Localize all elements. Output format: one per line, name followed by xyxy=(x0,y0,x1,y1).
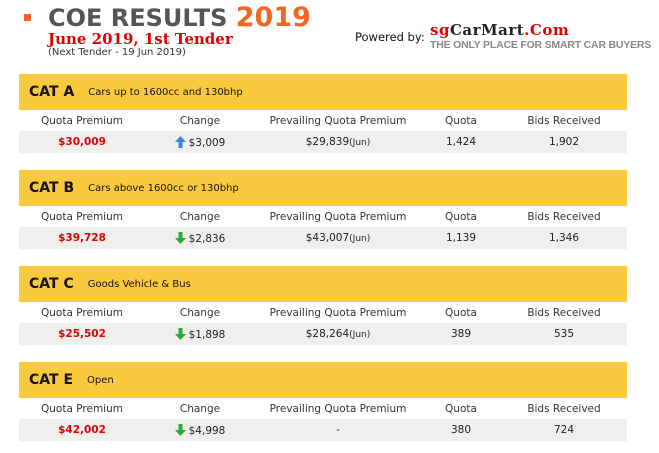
col-prevailing: Prevailing Quota Premium xyxy=(269,210,407,223)
col-quota: Quota xyxy=(445,402,477,415)
tender-subtitle: June 2019, 1st Tender xyxy=(48,30,233,48)
quota-value: 389 xyxy=(450,328,472,340)
change-value: $2,836 xyxy=(188,232,226,245)
category-name: CAT E xyxy=(29,372,74,388)
logo-brand-prefix: sg xyxy=(430,21,450,39)
arrow-down-icon xyxy=(174,327,186,340)
quota-premium-value: $30,009 xyxy=(58,136,106,148)
bids-value: 1,902 xyxy=(548,136,580,148)
powered-by-label: Powered by: xyxy=(355,30,425,44)
col-bids: Bids Received xyxy=(527,210,601,223)
arrow-down-icon xyxy=(174,231,186,244)
bids-value: 535 xyxy=(553,328,575,340)
quota-premium-value: $39,728 xyxy=(58,232,106,244)
change-cell: $1,898 xyxy=(145,327,255,341)
column-header-row: Quota Premium Change Prevailing Quota Pr… xyxy=(19,206,627,227)
category-header: CAT B Cars above 1600cc or 130bhp xyxy=(19,170,627,206)
category-name: CAT C xyxy=(29,276,74,292)
col-bids: Bids Received xyxy=(527,114,601,127)
prevailing-value: $28,264 xyxy=(305,328,350,340)
quota-premium-value: $42,002 xyxy=(58,424,106,436)
change-value: $4,998 xyxy=(188,424,226,437)
category-card: CAT E Open Quota Premium Change Prevaili… xyxy=(19,362,627,441)
prevailing-month: (Jun) xyxy=(349,138,371,148)
page-title-year: 2019 xyxy=(235,2,311,33)
category-card: CAT C Goods Vehicle & Bus Quota Premium … xyxy=(19,266,627,345)
column-header-row: Quota Premium Change Prevailing Quota Pr… xyxy=(19,110,627,131)
prevailing-cell: $28,264(Jun) xyxy=(255,328,421,340)
category-header: CAT E Open xyxy=(19,362,627,398)
logo-brand-main: CarMart xyxy=(449,21,525,39)
values-row: $25,502 $1,898 $28,264(Jun) 389 535 xyxy=(19,323,627,345)
page-title: COE RESULTS 2019 xyxy=(48,2,311,33)
quota-value: 380 xyxy=(450,424,472,436)
change-value: $3,009 xyxy=(188,136,226,149)
arrow-up-icon xyxy=(174,135,186,148)
prevailing-value: - xyxy=(336,424,340,436)
col-change: Change xyxy=(179,402,221,415)
category-name: CAT B xyxy=(29,180,75,196)
quota-value: 1,424 xyxy=(445,136,477,148)
prevailing-cell: - xyxy=(255,424,421,436)
prevailing-month: (Jun) xyxy=(349,330,371,340)
logo-tagline: THE ONLY PLACE FOR SMART CAR BUYERS xyxy=(430,39,652,51)
col-change: Change xyxy=(179,210,221,223)
quota-value: 1,139 xyxy=(445,232,477,244)
prevailing-cell: $43,007(Jun) xyxy=(255,232,421,244)
column-header-row: Quota Premium Change Prevailing Quota Pr… xyxy=(19,302,627,323)
col-bids: Bids Received xyxy=(527,402,601,415)
logo-brand: sgCarMart.Com xyxy=(430,22,622,38)
col-quota: Quota xyxy=(445,210,477,223)
logo-brand-suffix: .Com xyxy=(524,21,570,39)
quota-premium-value: $25,502 xyxy=(58,328,106,340)
prevailing-month: (Jun) xyxy=(349,234,371,244)
bids-value: 724 xyxy=(553,424,575,436)
col-quota: Quota xyxy=(445,114,477,127)
col-quota-premium: Quota Premium xyxy=(41,306,123,319)
category-description: Cars above 1600cc or 130bhp xyxy=(88,182,239,194)
change-cell: $2,836 xyxy=(145,231,255,245)
col-quota-premium: Quota Premium xyxy=(41,114,123,127)
bids-value: 1,346 xyxy=(548,232,580,244)
category-description: Goods Vehicle & Bus xyxy=(87,278,191,290)
col-change: Change xyxy=(179,306,221,319)
values-row: $30,009 $3,009 $29,839(Jun) 1,424 1,902 xyxy=(19,131,627,153)
sgcarmart-logo[interactable]: sgCarMart.Com THE ONLY PLACE FOR SMART C… xyxy=(430,22,652,51)
category-description: Cars up to 1600cc and 130bhp xyxy=(88,86,243,98)
arrow-down-icon xyxy=(174,423,186,436)
prevailing-value: $43,007 xyxy=(305,232,350,244)
category-card: CAT B Cars above 1600cc or 130bhp Quota … xyxy=(19,170,627,249)
category-name: CAT A xyxy=(29,84,75,100)
category-description: Open xyxy=(87,374,114,386)
prevailing-cell: $29,839(Jun) xyxy=(255,136,421,148)
change-cell: $4,998 xyxy=(145,423,255,437)
category-card: CAT A Cars up to 1600cc and 130bhp Quota… xyxy=(19,74,627,153)
page-title-text: COE RESULTS xyxy=(48,4,228,32)
col-bids: Bids Received xyxy=(527,306,601,319)
column-header-row: Quota Premium Change Prevailing Quota Pr… xyxy=(19,398,627,419)
col-quota: Quota xyxy=(445,306,477,319)
prevailing-value: $29,839 xyxy=(305,136,350,148)
col-change: Change xyxy=(179,114,221,127)
next-tender-note: (Next Tender - 19 Jun 2019) xyxy=(48,47,186,58)
col-prevailing: Prevailing Quota Premium xyxy=(269,402,407,415)
category-header: CAT C Goods Vehicle & Bus xyxy=(19,266,627,302)
col-quota-premium: Quota Premium xyxy=(41,210,123,223)
col-prevailing: Prevailing Quota Premium xyxy=(269,306,407,319)
change-cell: $3,009 xyxy=(145,135,255,149)
category-header: CAT A Cars up to 1600cc and 130bhp xyxy=(19,74,627,110)
title-bullet xyxy=(24,14,31,21)
values-row: $39,728 $2,836 $43,007(Jun) 1,139 1,346 xyxy=(19,227,627,249)
col-prevailing: Prevailing Quota Premium xyxy=(269,114,407,127)
change-value: $1,898 xyxy=(188,328,226,341)
values-row: $42,002 $4,998 - 380 724 xyxy=(19,419,627,441)
col-quota-premium: Quota Premium xyxy=(41,402,123,415)
